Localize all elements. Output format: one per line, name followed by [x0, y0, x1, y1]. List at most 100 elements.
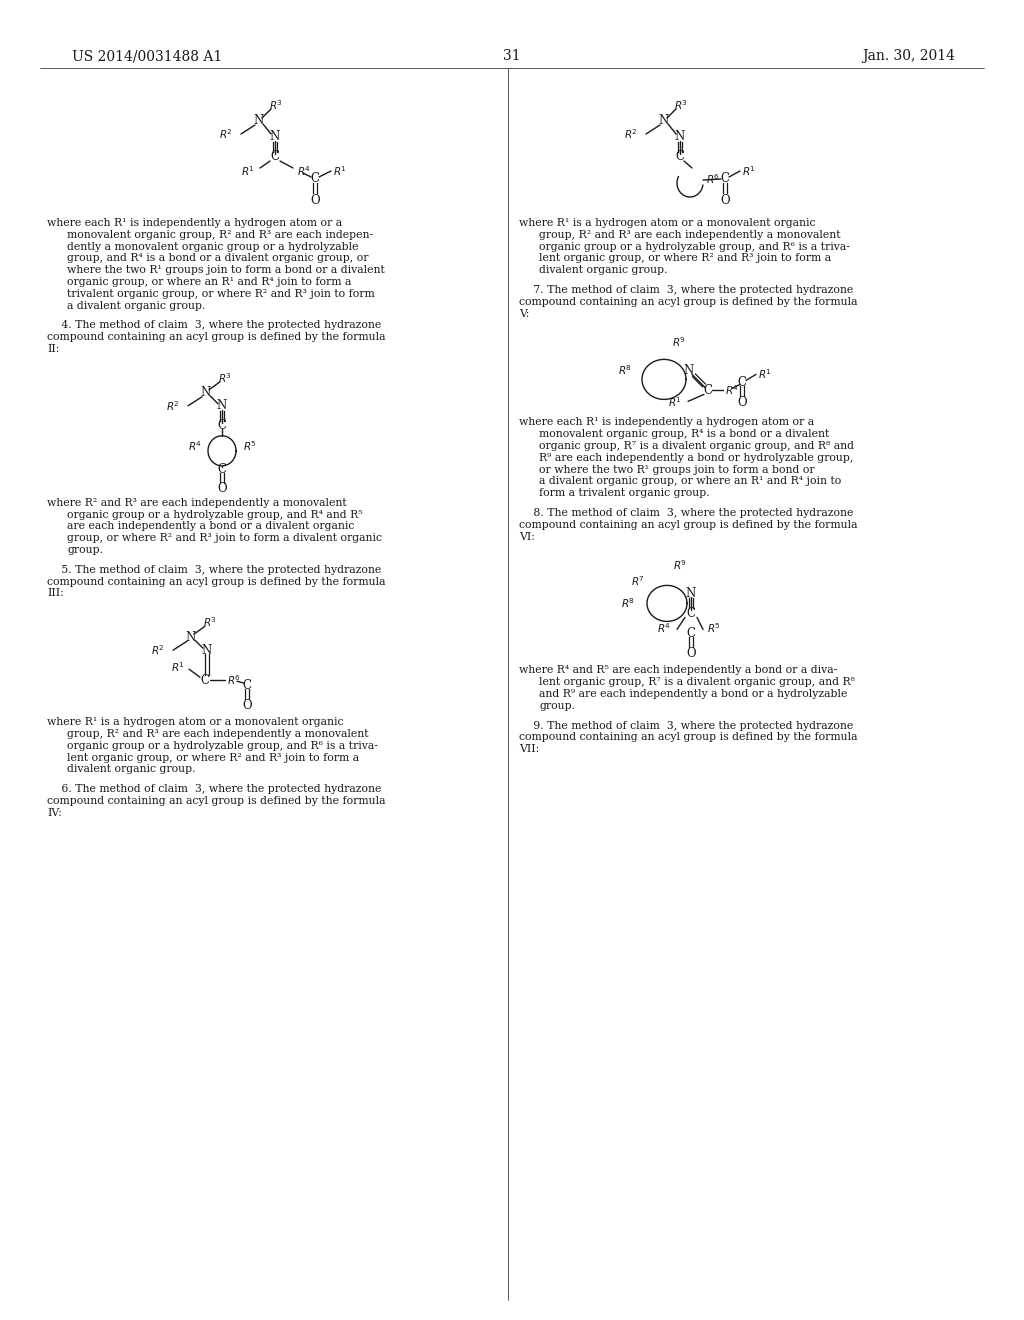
- Text: compound containing an acyl group is defined by the formula: compound containing an acyl group is def…: [47, 333, 385, 342]
- Text: $\mathit{R}^{9}$: $\mathit{R}^{9}$: [672, 335, 686, 350]
- Text: where each R¹ is independently a hydrogen atom or a: where each R¹ is independently a hydroge…: [47, 218, 342, 228]
- Text: divalent organic group.: divalent organic group.: [539, 265, 668, 275]
- Text: US 2014/0031488 A1: US 2014/0031488 A1: [72, 49, 222, 63]
- Text: organic group, R⁷ is a divalent organic group, and R⁸ and: organic group, R⁷ is a divalent organic …: [539, 441, 854, 451]
- Text: $\mathit{R}^{1}$: $\mathit{R}^{1}$: [742, 164, 756, 178]
- Text: $\mathit{R}^{9}$: $\mathit{R}^{9}$: [673, 558, 687, 573]
- Text: O: O: [310, 194, 319, 206]
- Text: C: C: [686, 627, 695, 640]
- Text: $\mathit{R}^{3}$: $\mathit{R}^{3}$: [674, 98, 688, 112]
- Text: VI:: VI:: [519, 532, 535, 541]
- Text: $\mathit{R}^{4}$: $\mathit{R}^{4}$: [297, 164, 311, 178]
- Text: $\mathit{R}^{2}$: $\mathit{R}^{2}$: [625, 127, 638, 141]
- Text: 8. The method of claim  3, where the protected hydrazone: 8. The method of claim 3, where the prot…: [519, 508, 853, 517]
- Text: a divalent organic group, or where an R¹ and R⁴ join to: a divalent organic group, or where an R¹…: [539, 477, 842, 486]
- Text: C: C: [737, 376, 746, 389]
- Text: monovalent organic group, R² and R³ are each indepen-: monovalent organic group, R² and R³ are …: [67, 230, 373, 240]
- Text: are each independently a bond or a divalent organic: are each independently a bond or a dival…: [67, 521, 354, 532]
- Text: $\mathit{R}^{1}$: $\mathit{R}^{1}$: [333, 164, 347, 178]
- Text: $\mathit{R}^{1}$: $\mathit{R}^{1}$: [171, 660, 185, 675]
- Text: $\mathit{R}^{8}$: $\mathit{R}^{8}$: [617, 363, 632, 378]
- Text: C: C: [270, 150, 280, 164]
- Text: $\mathit{R}^{4}$: $\mathit{R}^{4}$: [725, 384, 739, 397]
- Text: $\mathit{R}^{5}$: $\mathit{R}^{5}$: [707, 622, 721, 635]
- Text: $\mathit{R}^{3}$: $\mathit{R}^{3}$: [203, 615, 217, 630]
- Text: group, R² and R³ are each independently a monovalent: group, R² and R³ are each independently …: [539, 230, 841, 240]
- Text: where R¹ is a hydrogen atom or a monovalent organic: where R¹ is a hydrogen atom or a monoval…: [47, 717, 343, 727]
- Text: V:: V:: [519, 309, 529, 318]
- Text: 5. The method of claim  3, where the protected hydrazone: 5. The method of claim 3, where the prot…: [47, 565, 381, 574]
- Text: organic group, or where an R¹ and R⁴ join to form a: organic group, or where an R¹ and R⁴ joi…: [67, 277, 351, 286]
- Text: $\mathit{R}^{5}$: $\mathit{R}^{5}$: [243, 438, 257, 453]
- Text: C: C: [686, 607, 695, 620]
- Text: organic group or a hydrolyzable group, and R⁶ is a triva-: organic group or a hydrolyzable group, a…: [67, 741, 378, 751]
- Text: C: C: [310, 173, 319, 186]
- Text: Jan. 30, 2014: Jan. 30, 2014: [862, 49, 955, 63]
- Text: $\mathit{R}^{3}$: $\mathit{R}^{3}$: [218, 371, 232, 384]
- Text: lent organic group, or where R² and R³ join to form a: lent organic group, or where R² and R³ j…: [67, 752, 359, 763]
- Text: $\mathit{R}^{1}$: $\mathit{R}^{1}$: [241, 164, 255, 178]
- Text: $\mathit{R}^{8}$: $\mathit{R}^{8}$: [621, 597, 635, 610]
- Text: group, and R⁴ is a bond or a divalent organic group, or: group, and R⁴ is a bond or a divalent or…: [67, 253, 369, 264]
- Text: or where the two R¹ groups join to form a bond or: or where the two R¹ groups join to form …: [539, 465, 815, 475]
- Text: III:: III:: [47, 589, 63, 598]
- Text: VII:: VII:: [519, 744, 540, 754]
- Text: $\mathit{R}^{4}$: $\mathit{R}^{4}$: [187, 438, 202, 453]
- Text: C: C: [721, 173, 729, 186]
- Text: where R² and R³ are each independently a monovalent: where R² and R³ are each independently a…: [47, 498, 347, 508]
- Text: 6. The method of claim  3, where the protected hydrazone: 6. The method of claim 3, where the prot…: [47, 784, 381, 795]
- Text: form a trivalent organic group.: form a trivalent organic group.: [539, 488, 710, 498]
- Text: 31: 31: [503, 49, 521, 63]
- Text: O: O: [686, 647, 696, 660]
- Text: 9. The method of claim  3, where the protected hydrazone: 9. The method of claim 3, where the prot…: [519, 721, 853, 730]
- Text: compound containing an acyl group is defined by the formula: compound containing an acyl group is def…: [519, 297, 857, 306]
- Text: O: O: [720, 194, 730, 206]
- Text: $\mathit{R}^{3}$: $\mathit{R}^{3}$: [269, 98, 283, 112]
- Text: monovalent organic group, R⁴ is a bond or a divalent: monovalent organic group, R⁴ is a bond o…: [539, 429, 829, 440]
- Text: where R⁴ and R⁵ are each independently a bond or a diva-: where R⁴ and R⁵ are each independently a…: [519, 665, 838, 676]
- Text: N: N: [254, 115, 264, 128]
- Text: group, R² and R³ are each independently a monovalent: group, R² and R³ are each independently …: [67, 729, 369, 739]
- Text: N: N: [186, 631, 197, 644]
- Text: 7. The method of claim  3, where the protected hydrazone: 7. The method of claim 3, where the prot…: [519, 285, 853, 294]
- Text: where the two R¹ groups join to form a bond or a divalent: where the two R¹ groups join to form a b…: [67, 265, 385, 275]
- Text: N: N: [201, 387, 211, 399]
- Text: group.: group.: [67, 545, 103, 554]
- Text: dently a monovalent organic group or a hydrolyzable: dently a monovalent organic group or a h…: [67, 242, 358, 252]
- Text: O: O: [243, 698, 252, 711]
- Text: organic group or a hydrolyzable group, and R⁶ is a triva-: organic group or a hydrolyzable group, a…: [539, 242, 850, 252]
- Text: 4. The method of claim  3, where the protected hydrazone: 4. The method of claim 3, where the prot…: [47, 321, 381, 330]
- Text: N: N: [675, 129, 685, 143]
- Text: $\mathit{R}^{1}$: $\mathit{R}^{1}$: [668, 396, 682, 409]
- Text: lent organic group, or where R² and R³ join to form a: lent organic group, or where R² and R³ j…: [539, 253, 831, 264]
- Text: divalent organic group.: divalent organic group.: [67, 764, 196, 775]
- Text: lent organic group, R⁷ is a divalent organic group, and R⁸: lent organic group, R⁷ is a divalent org…: [539, 677, 855, 688]
- Text: $\mathit{R}^{2}$: $\mathit{R}^{2}$: [219, 127, 233, 141]
- Text: group.: group.: [539, 701, 575, 710]
- Text: compound containing an acyl group is defined by the formula: compound containing an acyl group is def…: [47, 796, 385, 807]
- Text: N: N: [217, 399, 227, 412]
- Text: and R⁹ are each independently a bond or a hydrolyzable: and R⁹ are each independently a bond or …: [539, 689, 848, 700]
- Text: O: O: [737, 396, 746, 409]
- Text: where each R¹ is independently a hydrogen atom or a: where each R¹ is independently a hydroge…: [519, 417, 814, 428]
- Text: compound containing an acyl group is defined by the formula: compound containing an acyl group is def…: [519, 733, 857, 742]
- Text: $\mathit{R}^{2}$: $\mathit{R}^{2}$: [166, 399, 180, 413]
- Text: $\mathit{R}^{2}$: $\mathit{R}^{2}$: [152, 643, 165, 657]
- Text: C: C: [676, 150, 684, 164]
- Text: IV:: IV:: [47, 808, 61, 818]
- Text: compound containing an acyl group is defined by the formula: compound containing an acyl group is def…: [519, 520, 857, 529]
- Text: O: O: [217, 482, 226, 495]
- Text: organic group or a hydrolyzable group, and R⁴ and R⁵: organic group or a hydrolyzable group, a…: [67, 510, 362, 520]
- Text: $\mathit{R}^{6}$: $\mathit{R}^{6}$: [706, 172, 720, 186]
- Text: a divalent organic group.: a divalent organic group.: [67, 301, 206, 310]
- Text: $\mathit{R}^{6}$: $\mathit{R}^{6}$: [227, 673, 241, 688]
- Text: C: C: [703, 384, 713, 397]
- Text: C: C: [217, 463, 226, 477]
- Text: N: N: [686, 587, 696, 599]
- Text: C: C: [201, 673, 210, 686]
- Text: $\mathit{R}^{1}$: $\mathit{R}^{1}$: [758, 367, 772, 381]
- Text: $\mathit{R}^{4}$: $\mathit{R}^{4}$: [656, 622, 671, 635]
- Text: C: C: [217, 420, 226, 433]
- Text: N: N: [658, 115, 669, 128]
- Text: II:: II:: [47, 345, 59, 354]
